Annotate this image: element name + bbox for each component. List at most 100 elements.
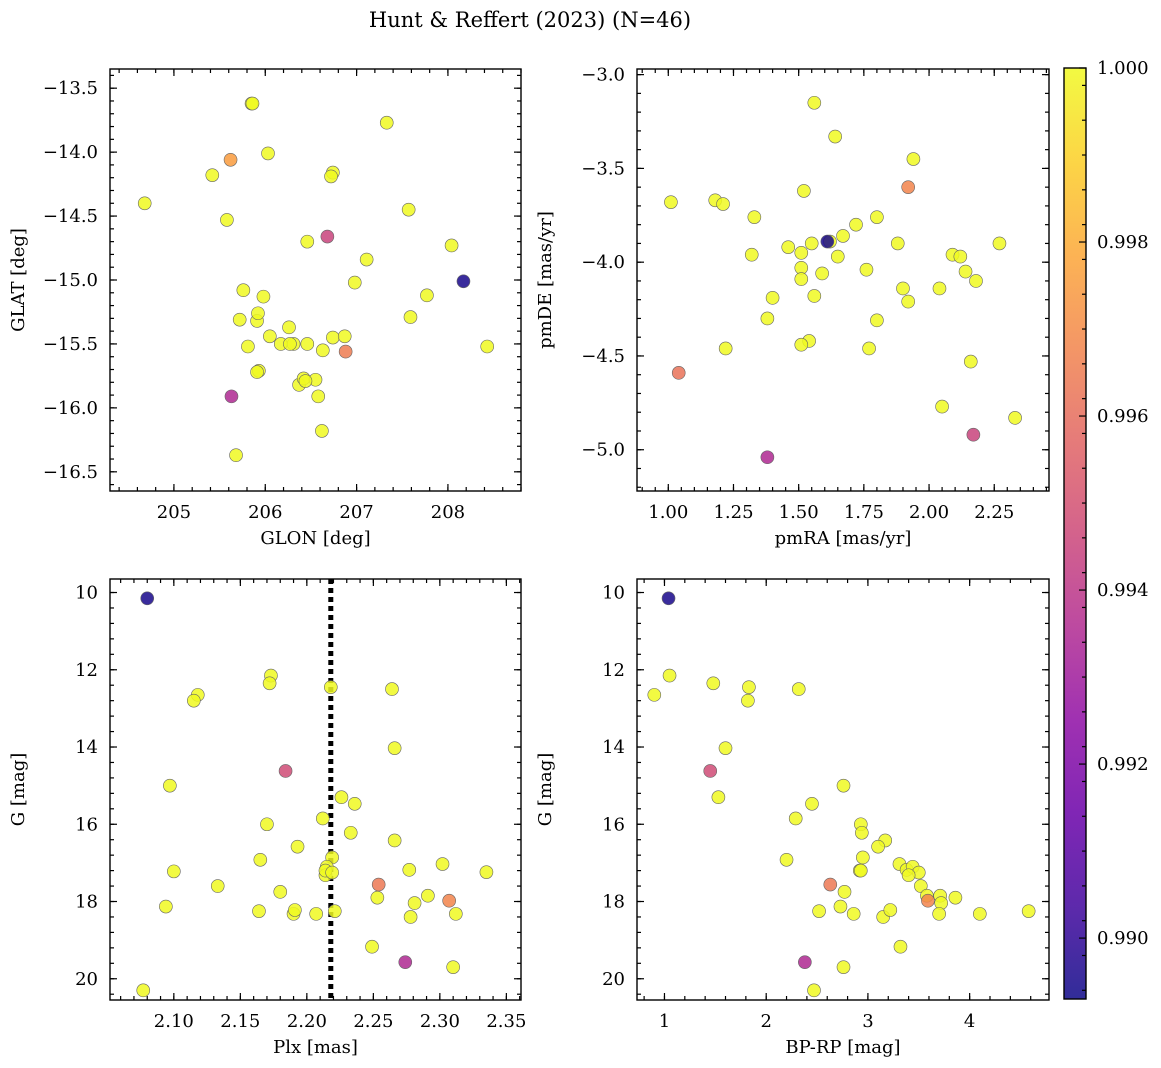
- scatter-point: [833, 899, 848, 914]
- scatter-point: [836, 778, 851, 793]
- scatter-point: [781, 240, 796, 254]
- scatter-point: [327, 904, 342, 918]
- scatter-point: [316, 811, 330, 826]
- scatter-point: [236, 283, 251, 298]
- scatter-point: [371, 877, 386, 892]
- scatter-point: [973, 907, 987, 921]
- scatter-point: [747, 210, 762, 224]
- scatter-point: [706, 676, 721, 691]
- scatter-point: [797, 184, 811, 198]
- scatter-point: [223, 152, 238, 167]
- panel-pmra-pmde: 1.00 1.25 1.50 1.75 2.00 2.25 −5.0 −4.5 −4.0 −3.5…: [535, 65, 1050, 549]
- colorbar-ticks: 0.990 0.992 0.994 0.996 0.998 1.000: [1079, 58, 1149, 991]
- scatter-point: [252, 904, 266, 918]
- scatter-point: [387, 833, 402, 848]
- scatter-point: [830, 249, 845, 264]
- scatter-point: [760, 311, 775, 326]
- x-tick-label: 2.25: [974, 502, 1014, 523]
- scatter-point: [232, 312, 247, 327]
- scatter-point: [935, 399, 949, 414]
- scatter-point: [788, 811, 803, 826]
- colorbar-tick-label: 1.000: [1097, 58, 1149, 79]
- scatter-point: [914, 879, 928, 893]
- scatter-point: [337, 329, 352, 344]
- x-tick-label: 1.50: [779, 502, 819, 523]
- scatter-point: [807, 95, 822, 110]
- scatter-point: [741, 693, 755, 708]
- panel-plx-g: 2.10 2.15 2.20 2.25 2.30 2.35 10 12 14 16 18 20 Plx …: [8, 578, 526, 1058]
- y-axis-label: G [mag]: [8, 753, 29, 826]
- scatter-point: [300, 234, 315, 249]
- scatter-point: [1008, 411, 1022, 425]
- scatter-point: [716, 197, 730, 211]
- scatter-point: [300, 337, 315, 351]
- scatter-point: [262, 676, 277, 691]
- scatter-point: [854, 863, 868, 878]
- scatter-point: [948, 890, 963, 905]
- x-axis-label: pmRA [mas/yr]: [775, 528, 912, 549]
- scatter-point: [662, 668, 677, 683]
- scatter-point: [870, 210, 884, 224]
- scatter-point: [311, 389, 326, 404]
- scatter-point: [703, 764, 718, 778]
- colorbar-tick-label: 0.990: [1097, 928, 1149, 949]
- scatter-panels: 205 206 207 208 −16.5 −16.0 −15.5 −15.0 −14.5 −14…: [8, 65, 1050, 1058]
- scatter-point: [316, 343, 330, 358]
- y-axis-label: GLAT [deg]: [8, 228, 29, 332]
- scatter-point: [744, 247, 759, 262]
- scatter-point: [385, 682, 399, 696]
- x-tick-label: 3: [862, 1011, 873, 1032]
- scatter-point: [253, 852, 268, 867]
- scatter-point: [718, 741, 733, 755]
- x-tick-label: 2.15: [220, 1011, 260, 1032]
- figure-title: Hunt & Reffert (2023) (N=46): [369, 8, 691, 32]
- scatter-point: [859, 262, 874, 277]
- y-tick-label: 20: [602, 969, 625, 990]
- scatter-point: [260, 817, 274, 832]
- panel-glon-glat: 205 206 207 208 −16.5 −16.0 −15.5 −15.0 −14.5 −14…: [8, 68, 522, 549]
- y-tick-label: −15.5: [43, 334, 98, 355]
- axes-frame: [109, 68, 522, 492]
- scatter-point: [444, 238, 459, 253]
- scatter-point: [1021, 904, 1036, 918]
- y-tick-label: 20: [75, 969, 98, 990]
- scatter-point: [261, 146, 275, 161]
- y-tick-label: 12: [75, 660, 98, 681]
- scatter-point: [742, 680, 756, 694]
- y-tick-label: 18: [75, 892, 98, 913]
- scatter-point: [159, 899, 173, 914]
- colorbar-frame: [1063, 67, 1087, 1000]
- scatter-point: [661, 591, 676, 606]
- scatter-point: [932, 907, 946, 921]
- x-tick-label: 1.00: [648, 502, 688, 523]
- scatter-point: [718, 341, 733, 356]
- scatter-point: [804, 236, 819, 251]
- scatter-point: [953, 249, 968, 264]
- scatter-point: [283, 337, 297, 351]
- colorbar-tick-label: 0.992: [1097, 754, 1149, 775]
- scatter-point: [647, 688, 662, 702]
- scatter-point: [932, 281, 947, 296]
- y-tick-label: 14: [602, 737, 625, 758]
- x-tick-label: 2.25: [353, 1011, 393, 1032]
- scatter-point: [325, 865, 339, 880]
- x-tick-label: 1: [659, 1011, 670, 1032]
- scatter-point: [334, 790, 349, 805]
- colorbar-tick-label: 0.996: [1097, 406, 1149, 427]
- x-tick-label: 4: [964, 1011, 975, 1032]
- y-tick-label: −13.5: [43, 78, 98, 99]
- scatter-point: [398, 955, 413, 969]
- scatter-point: [290, 839, 305, 854]
- scatter-point: [963, 354, 978, 369]
- scatter-point: [442, 893, 456, 908]
- scatter-point: [812, 904, 826, 918]
- colorbar-tick-label: 0.998: [1097, 232, 1149, 253]
- scatter-point: [403, 910, 418, 924]
- y-tick-label: −14.0: [43, 142, 98, 163]
- scatter-point: [958, 264, 973, 279]
- scatter-point: [370, 890, 385, 905]
- scatter-point: [167, 864, 181, 879]
- scatter-point: [890, 236, 905, 251]
- scatter-point: [798, 955, 812, 969]
